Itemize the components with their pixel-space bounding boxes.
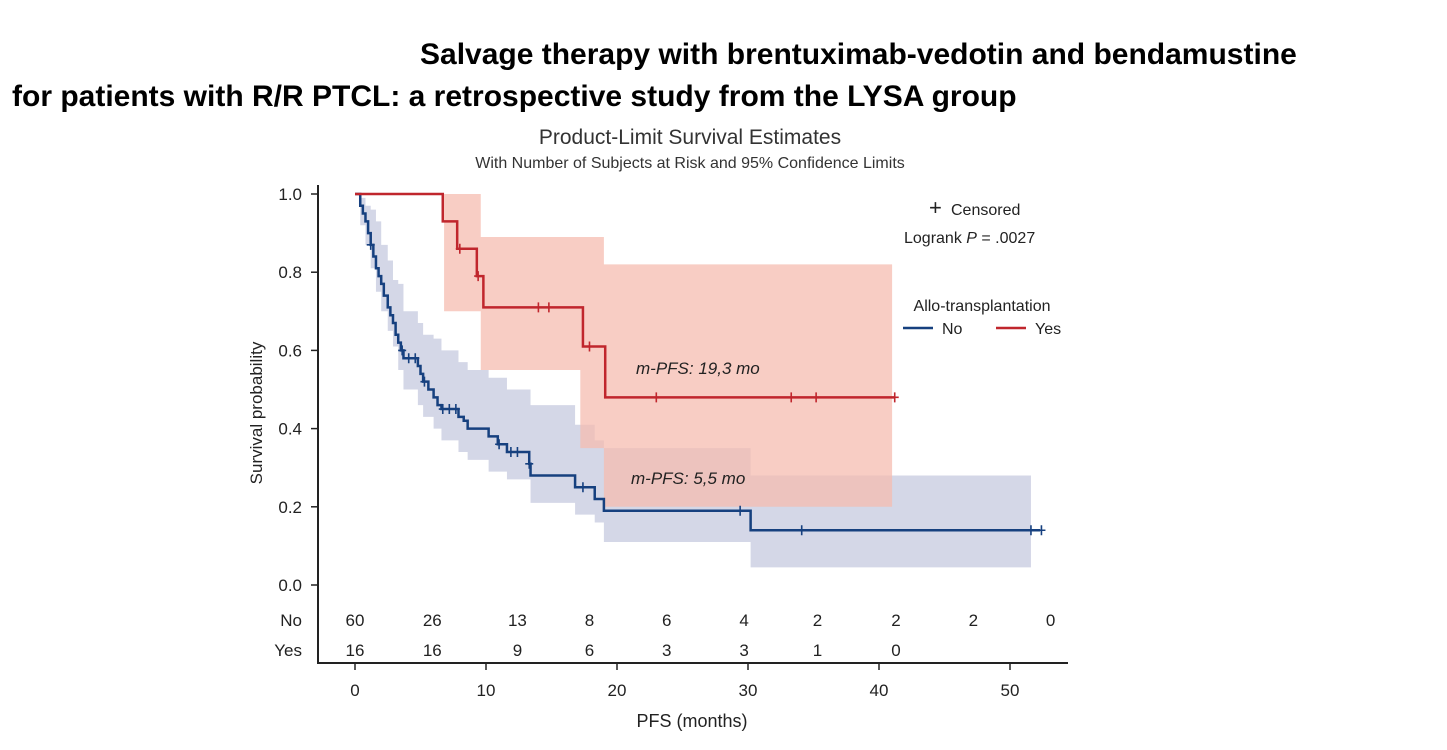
risk-count-yes-1: 16 (423, 641, 442, 660)
censor-mark-no-4 (420, 376, 429, 387)
logrank-p-symbol: P (966, 230, 977, 247)
censor-mark-no-1 (398, 345, 407, 356)
chart-subtitle: With Number of Subjects at Risk and 95% … (475, 155, 905, 172)
risk-count-no-4: 6 (662, 611, 671, 630)
risk-count-no-2: 13 (508, 611, 527, 630)
slide-title-line-1: Salvage therapy with brentuximab-vedotin… (420, 38, 1297, 71)
x-axis-label: PFS (months) (636, 711, 747, 731)
risk-count-yes-7: 0 (891, 641, 900, 660)
censor-mark-no-11 (525, 458, 534, 469)
logrank-prefix: Logrank (904, 230, 966, 247)
risk-table: No 60 26 13 8 6 4 2 2 2 0 Yes 16 16 9 6 3 3 1 0 (274, 611, 1055, 660)
survival-curve-no (355, 192, 1041, 532)
x-tick-label-3: 30 (739, 681, 758, 700)
median-pfs-yes: m-PFS: 19,3 mo (636, 359, 760, 378)
censor-mark-yes-8 (890, 392, 899, 403)
censor-mark-yes-6 (787, 392, 796, 403)
censor-mark-no-7 (451, 404, 460, 415)
risk-count-no-5: 4 (739, 611, 748, 630)
risk-count-yes-6: 1 (813, 641, 822, 660)
risk-count-yes-3: 6 (585, 641, 594, 660)
logrank-annotation: Logrank P = .0027 (904, 230, 1035, 247)
plot-area (355, 192, 1046, 568)
censor-mark-no-10 (513, 447, 522, 458)
y-tick-label-1: 0.2 (278, 498, 302, 517)
censor-mark-no-14 (797, 525, 806, 536)
y-tick-label-5: 1.0 (278, 185, 302, 204)
y-axis-label: Survival probability (247, 341, 266, 484)
censor-mark-yes-3 (544, 302, 553, 313)
censor-mark-yes-5 (652, 392, 661, 403)
censor-mark-no-0 (366, 239, 375, 250)
confidence-bands (355, 194, 1031, 568)
risk-count-no-3: 8 (585, 611, 594, 630)
censor-mark-yes-1 (474, 271, 483, 282)
axes: 0.00.20.40.60.81.00 10 20 30 40 50 (278, 185, 1068, 700)
censor-mark-no-8 (495, 439, 504, 450)
risk-count-yes-4: 3 (662, 641, 671, 660)
x-tick-label-4: 40 (870, 681, 889, 700)
x-tick-label-1: 10 (477, 681, 496, 700)
censor-mark-yes-0 (455, 243, 464, 254)
risk-count-yes-2: 9 (513, 641, 522, 660)
risk-count-no-6: 2 (813, 611, 822, 630)
censor-mark-yes-4 (585, 341, 594, 352)
censor-mark-no-3 (411, 353, 420, 364)
censor-marks (366, 239, 1046, 536)
censor-mark-yes-7 (812, 392, 821, 403)
risk-count-no-1: 26 (423, 611, 442, 630)
chart-title: Product-Limit Survival Estimates (539, 126, 841, 149)
y-tick-label-0: 0.0 (278, 576, 302, 595)
confidence-band-yes (444, 194, 893, 519)
x-tick-label-5: 50 (1001, 681, 1020, 700)
x-tick-label-0: 0 (350, 681, 359, 700)
censored-key: + Censored (929, 195, 1020, 220)
y-tick-label-2: 0.4 (278, 420, 302, 439)
median-pfs-no: m-PFS: 5,5 mo (631, 469, 745, 488)
risk-count-no-7: 2 (891, 611, 900, 630)
legend-label-yes: Yes (1035, 321, 1061, 338)
slide-title-line-2: for patients with R/R PTCL: a retrospect… (12, 80, 1017, 113)
y-tick-label-4: 0.8 (278, 263, 302, 282)
risk-row-label-no: No (280, 611, 302, 630)
censor-mark-no-13 (736, 505, 745, 516)
legend-label-no: No (942, 321, 963, 338)
censor-mark-no-12 (578, 482, 587, 493)
legend-title: Allo-transplantation (914, 298, 1051, 315)
legend: Allo-transplantation No Yes (903, 298, 1061, 338)
risk-count-no-9: 0 (1046, 611, 1055, 630)
logrank-p-value: = .0027 (977, 230, 1035, 247)
risk-row-label-yes: Yes (274, 641, 302, 660)
risk-count-yes-0: 16 (346, 641, 365, 660)
risk-count-no-8: 2 (969, 611, 978, 630)
censor-mark-no-15 (1026, 525, 1035, 536)
x-tick-label-2: 20 (608, 681, 627, 700)
risk-count-yes-5: 3 (739, 641, 748, 660)
risk-count-no-0: 60 (346, 611, 365, 630)
censored-plus-icon: + (929, 195, 942, 220)
censor-mark-yes-2 (534, 302, 543, 313)
confidence-band-no (355, 194, 1031, 568)
censored-key-label: Censored (951, 202, 1020, 219)
censor-mark-no-16 (1037, 525, 1046, 536)
y-tick-label-3: 0.6 (278, 341, 302, 360)
